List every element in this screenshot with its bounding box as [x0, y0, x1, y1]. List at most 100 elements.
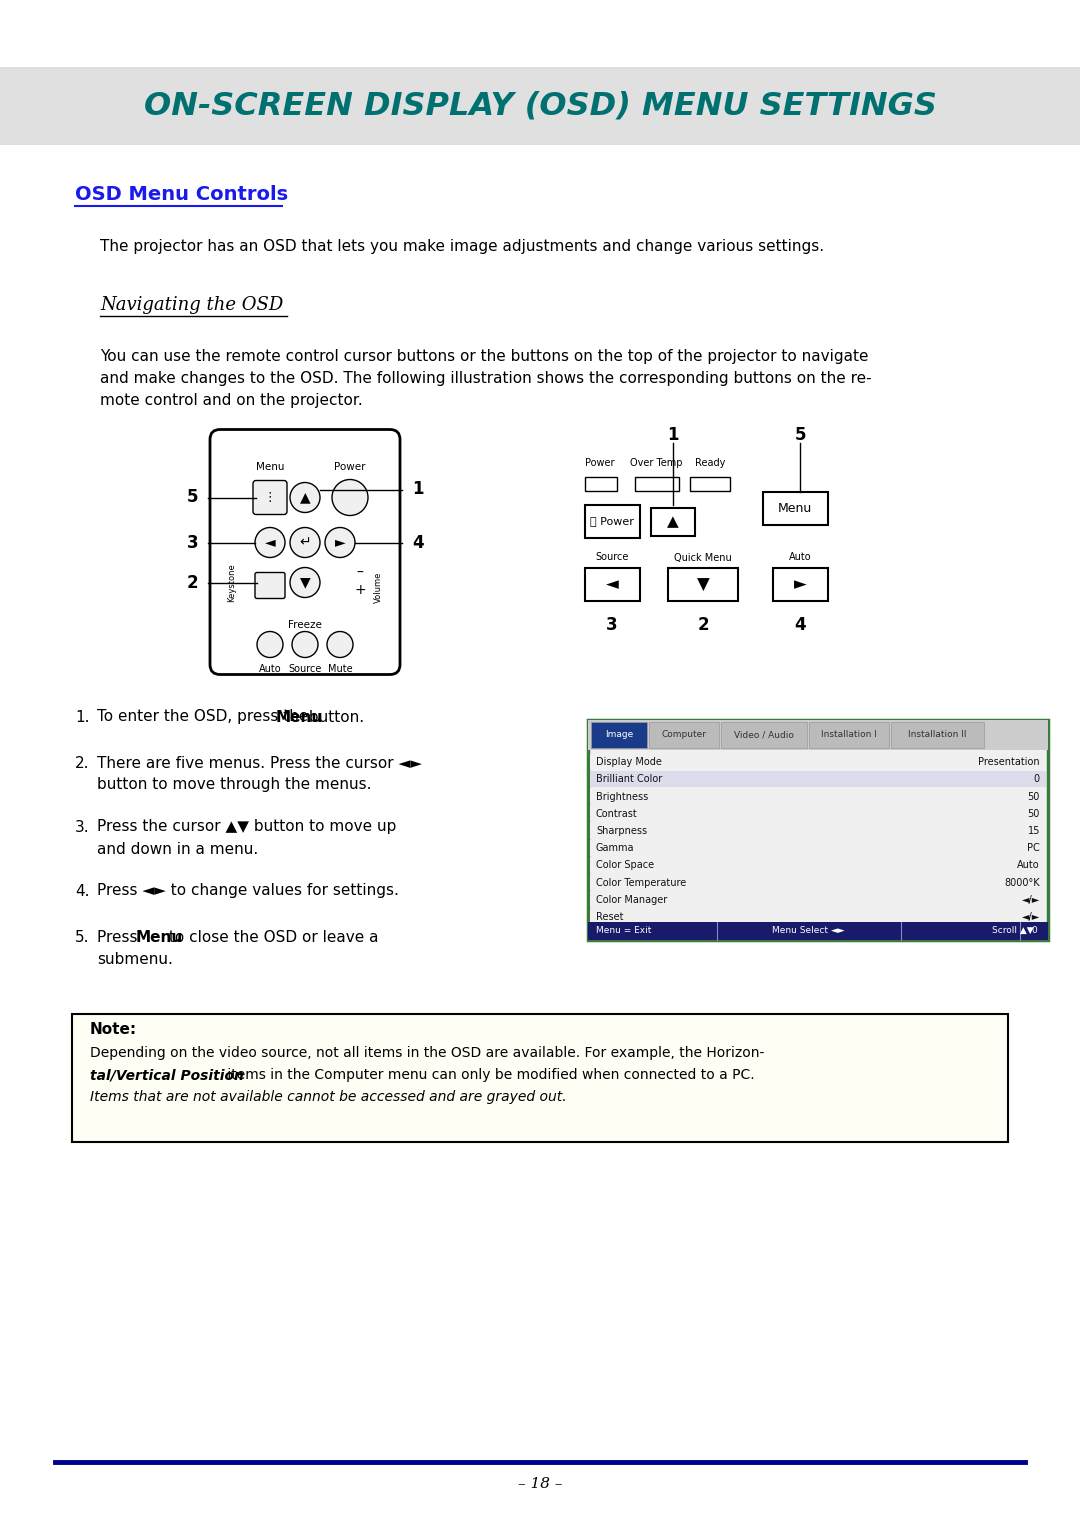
- Text: 4: 4: [794, 617, 806, 635]
- Circle shape: [291, 483, 320, 513]
- Text: Quick Menu: Quick Menu: [674, 553, 732, 562]
- Text: Press the cursor ▲▼ button to move up: Press the cursor ▲▼ button to move up: [97, 820, 396, 834]
- Bar: [590, 892, 1047, 907]
- Text: ⏻ Power: ⏻ Power: [590, 516, 634, 527]
- Text: Menu: Menu: [256, 463, 284, 472]
- Text: Press: Press: [97, 930, 143, 945]
- Text: OSD Menu Controls: OSD Menu Controls: [75, 185, 288, 205]
- Text: ►: ►: [794, 576, 807, 594]
- Bar: [590, 840, 1047, 855]
- Bar: [590, 753, 1047, 770]
- Text: Volume: Volume: [374, 571, 382, 603]
- Text: Power: Power: [334, 463, 366, 472]
- Text: ▲: ▲: [667, 515, 679, 528]
- FancyBboxPatch shape: [253, 481, 287, 515]
- Text: and down in a menu.: and down in a menu.: [97, 841, 258, 857]
- Text: Installation II: Installation II: [908, 730, 967, 739]
- Text: – 18 –: – 18 –: [517, 1477, 563, 1490]
- Text: 3: 3: [606, 617, 618, 635]
- Bar: [651, 507, 696, 536]
- Bar: [690, 476, 730, 490]
- Text: Computer: Computer: [661, 730, 706, 739]
- Text: Source: Source: [288, 664, 322, 673]
- Text: 8000°K: 8000°K: [1004, 878, 1040, 887]
- Bar: [635, 476, 679, 490]
- Text: 2: 2: [187, 574, 198, 591]
- Text: Over Temp: Over Temp: [630, 458, 683, 467]
- Circle shape: [255, 527, 285, 557]
- Text: Presentation: Presentation: [978, 757, 1040, 767]
- Text: to close the OSD or leave a: to close the OSD or leave a: [164, 930, 378, 945]
- Text: –: –: [356, 565, 364, 580]
- Bar: [590, 788, 1047, 805]
- Text: 3.: 3.: [75, 820, 90, 834]
- Bar: [590, 823, 1047, 838]
- Bar: [773, 568, 828, 600]
- Text: Auto: Auto: [259, 664, 281, 673]
- Text: 4: 4: [411, 533, 423, 551]
- Text: ◄: ◄: [606, 576, 619, 594]
- Circle shape: [292, 632, 318, 658]
- Text: 4.: 4.: [75, 884, 90, 898]
- Bar: [0, 67, 1080, 145]
- Bar: [590, 805, 1047, 822]
- Text: 2.: 2.: [75, 756, 90, 771]
- Text: ◄/►: ◄/►: [1022, 895, 1040, 904]
- Text: Display Mode: Display Mode: [596, 757, 662, 767]
- Text: Note:: Note:: [90, 1022, 137, 1037]
- Text: 5: 5: [794, 426, 806, 443]
- Text: Navigating the OSD: Navigating the OSD: [100, 296, 283, 315]
- Circle shape: [327, 632, 353, 658]
- Text: Mute: Mute: [327, 664, 352, 673]
- Text: 1.: 1.: [75, 710, 90, 724]
- Text: Video / Audio: Video / Audio: [734, 730, 794, 739]
- Bar: [588, 921, 1048, 939]
- FancyBboxPatch shape: [210, 429, 400, 675]
- Text: Image: Image: [605, 730, 633, 739]
- Text: Power: Power: [585, 458, 615, 467]
- Bar: [591, 721, 647, 748]
- Text: Color Temperature: Color Temperature: [596, 878, 686, 887]
- Text: tal/Vertical Position: tal/Vertical Position: [90, 1069, 244, 1083]
- Bar: [585, 504, 640, 538]
- Circle shape: [257, 632, 283, 658]
- Circle shape: [332, 479, 368, 516]
- Text: Brilliant Color: Brilliant Color: [596, 774, 662, 785]
- Text: 2: 2: [698, 617, 708, 635]
- Circle shape: [325, 527, 355, 557]
- Text: ON-SCREEN DISPLAY (OSD) MENU SETTINGS: ON-SCREEN DISPLAY (OSD) MENU SETTINGS: [144, 90, 936, 122]
- Bar: [762, 492, 828, 524]
- Text: Menu: Menu: [275, 710, 323, 724]
- Text: Depending on the video source, not all items in the OSD are available. For examp: Depending on the video source, not all i…: [90, 1046, 765, 1060]
- Text: Sharpness: Sharpness: [596, 826, 647, 835]
- Text: Ready: Ready: [694, 458, 725, 467]
- Text: Auto: Auto: [1017, 860, 1040, 870]
- Text: ▼: ▼: [299, 576, 310, 589]
- Text: Menu Select ◄►: Menu Select ◄►: [772, 925, 846, 935]
- Bar: [585, 568, 640, 600]
- Text: Items that are not available cannot be accessed and are grayed out.: Items that are not available cannot be a…: [90, 1090, 567, 1104]
- Text: Menu = Exit: Menu = Exit: [596, 925, 651, 935]
- Bar: [669, 568, 738, 600]
- Text: ↵: ↵: [299, 536, 311, 550]
- FancyBboxPatch shape: [255, 573, 285, 599]
- Bar: [891, 721, 984, 748]
- Bar: [588, 719, 1048, 750]
- Bar: [585, 476, 617, 490]
- Bar: [809, 721, 889, 748]
- Text: ◄: ◄: [265, 536, 275, 550]
- Text: ►: ►: [335, 536, 346, 550]
- Text: Source: Source: [595, 553, 629, 562]
- Text: You can use the remote control cursor buttons or the buttons on the top of the p: You can use the remote control cursor bu…: [100, 350, 868, 365]
- Text: button to move through the menus.: button to move through the menus.: [97, 777, 372, 793]
- FancyBboxPatch shape: [72, 1014, 1008, 1142]
- Bar: [590, 771, 1047, 786]
- Text: Keystone: Keystone: [228, 563, 237, 602]
- Text: Gamma: Gamma: [596, 843, 635, 854]
- Text: ▲: ▲: [299, 490, 310, 504]
- Text: ▼: ▼: [697, 576, 710, 594]
- Text: Brightness: Brightness: [596, 791, 648, 802]
- Text: 0: 0: [1031, 925, 1037, 935]
- Text: 5.: 5.: [75, 930, 90, 945]
- Text: 50: 50: [1028, 791, 1040, 802]
